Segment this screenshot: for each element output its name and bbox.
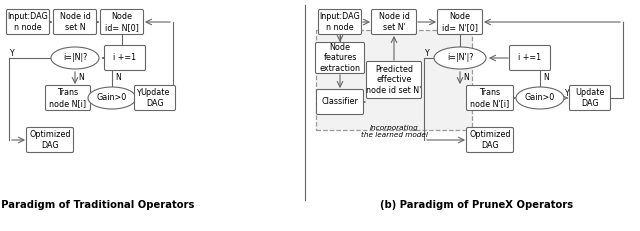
Text: Y: Y [137, 88, 141, 97]
Text: Node
id= N'[0]: Node id= N'[0] [442, 12, 478, 32]
FancyBboxPatch shape [319, 9, 362, 34]
Text: Incorporating
the learned model: Incorporating the learned model [360, 125, 428, 138]
Text: Predicted
effective
node id set N': Predicted effective node id set N' [366, 65, 422, 95]
FancyBboxPatch shape [45, 85, 90, 110]
FancyBboxPatch shape [509, 46, 550, 70]
FancyBboxPatch shape [467, 85, 513, 110]
Text: Optimized
DAG: Optimized DAG [469, 130, 511, 150]
Text: N: N [543, 73, 548, 82]
Text: Gain>0: Gain>0 [525, 94, 555, 103]
Text: i=|N|?: i=|N|? [63, 54, 87, 63]
FancyBboxPatch shape [367, 61, 422, 98]
Text: Optimized
DAG: Optimized DAG [29, 130, 71, 150]
Text: i=|N'|?: i=|N'|? [447, 54, 473, 63]
Text: Input:DAG
n node: Input:DAG n node [319, 12, 360, 32]
Text: Trans
node N'[i]: Trans node N'[i] [470, 88, 509, 108]
Text: Trans
node N[i]: Trans node N[i] [49, 88, 86, 108]
Text: Classifier: Classifier [321, 97, 358, 106]
Text: N: N [78, 73, 84, 82]
Ellipse shape [516, 87, 564, 109]
FancyBboxPatch shape [438, 9, 483, 34]
FancyBboxPatch shape [134, 85, 175, 110]
FancyBboxPatch shape [6, 9, 49, 34]
FancyBboxPatch shape [316, 30, 472, 130]
Ellipse shape [88, 87, 136, 109]
Text: Y: Y [425, 49, 429, 58]
Text: Input:DAG
n node: Input:DAG n node [8, 12, 49, 32]
Text: N: N [463, 73, 468, 82]
Text: Y: Y [565, 88, 570, 97]
Text: N: N [115, 73, 121, 82]
Text: Node
features
extraction: Node features extraction [319, 43, 360, 73]
Text: i +=1: i +=1 [518, 54, 541, 63]
FancyBboxPatch shape [100, 9, 143, 34]
Text: Node id
set N: Node id set N [60, 12, 90, 32]
Text: Update
DAG: Update DAG [140, 88, 170, 108]
Text: i +=1: i +=1 [113, 54, 136, 63]
Text: (b) Paradigm of PruneX Operators: (b) Paradigm of PruneX Operators [380, 200, 573, 210]
FancyBboxPatch shape [104, 46, 145, 70]
Text: Y: Y [10, 49, 15, 58]
Text: Node id
set N': Node id set N' [379, 12, 410, 32]
FancyBboxPatch shape [317, 89, 364, 115]
Ellipse shape [434, 47, 486, 69]
FancyBboxPatch shape [371, 9, 417, 34]
FancyBboxPatch shape [54, 9, 97, 34]
Text: Gain>0: Gain>0 [97, 94, 127, 103]
Text: Node
id= N[0]: Node id= N[0] [105, 12, 139, 32]
FancyBboxPatch shape [570, 85, 611, 110]
Text: Update
DAG: Update DAG [575, 88, 605, 108]
Text: (a) Paradigm of Traditional Operators: (a) Paradigm of Traditional Operators [0, 200, 194, 210]
FancyBboxPatch shape [316, 43, 365, 73]
FancyBboxPatch shape [26, 128, 74, 152]
FancyBboxPatch shape [467, 128, 513, 152]
Ellipse shape [51, 47, 99, 69]
